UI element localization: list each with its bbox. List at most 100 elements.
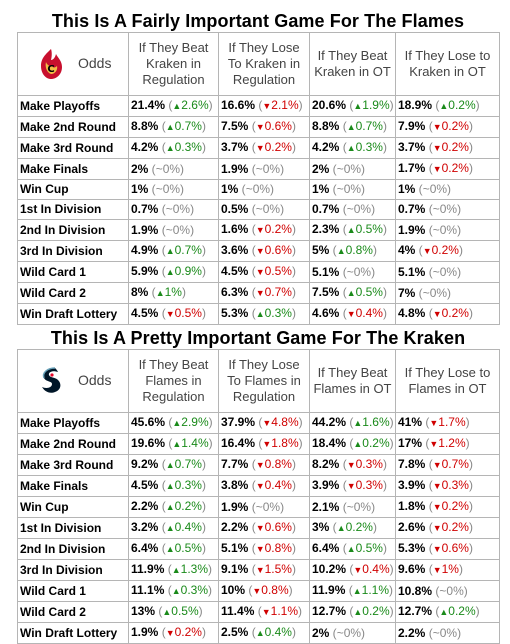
odds-value: 8% [131, 285, 149, 299]
paren-open: ( [339, 222, 347, 236]
triangle-down-icon: ▼ [432, 122, 442, 132]
odds-value: 1.7% [398, 161, 426, 175]
odds-cell: 1.8% (▼0.2%) [395, 496, 500, 518]
paren-open: ( [254, 604, 262, 618]
odds-change: 0.8% [345, 243, 373, 257]
paren-close: ) [291, 306, 296, 320]
odds-change: 0.2% [174, 625, 202, 639]
odds-cell: 3.6% (▼0.6%) [218, 240, 310, 262]
odds-cell: 8.8% (▲0.7%) [309, 116, 396, 138]
odds-change: 0% [446, 583, 464, 598]
paren-close: ) [201, 541, 206, 555]
paren-close: ) [463, 583, 468, 598]
triangle-up-icon: ▲ [353, 607, 363, 617]
paren-close: ) [382, 457, 387, 471]
odds-change: 0.6% [264, 243, 292, 257]
odds-value: 18.9% [398, 98, 433, 112]
paren-close: ) [208, 562, 212, 576]
odds-value: 9.1% [221, 562, 249, 576]
odds-value: 5% [312, 243, 330, 257]
paren-open: ( [255, 436, 263, 450]
odds-cell: 1.6% (▼0.2%) [218, 219, 310, 241]
odds-change: 0% [343, 161, 362, 176]
odds-cell: 0.7% (~0%) [128, 199, 219, 220]
odds-cell: 4.9% (▲0.7%) [128, 240, 219, 262]
triangle-up-icon: ▲ [346, 122, 356, 132]
odds-cell: 12.7% (▲0.2%) [309, 601, 396, 623]
odds-change: 0% [262, 202, 281, 216]
triangle-down-icon: ▼ [165, 309, 175, 319]
paren-close: ) [382, 285, 387, 299]
paren-close: ) [371, 264, 376, 279]
flames-section: This Is A Fairly Important Game For The … [17, 10, 500, 325]
tilde-icon: ~ [165, 202, 173, 216]
triangle-down-icon: ▼ [255, 225, 265, 235]
odds-change: 2.1% [271, 98, 299, 112]
odds-value: 3.2% [131, 520, 159, 534]
odds-change: 0.3% [174, 140, 202, 154]
odds-cell: 5.1% (▼0.8%) [218, 538, 310, 560]
odds-change: 0.3% [174, 478, 202, 492]
paren-open: ( [425, 222, 433, 237]
triangle-down-icon: ▼ [429, 439, 439, 449]
odds-value: 3.8% [221, 478, 249, 492]
odds-value: 10.2% [312, 562, 347, 576]
odds-value: 1.9% [131, 625, 159, 639]
table-row: Win Cup 1% (~0%) 1% (~0%) 1% (~0%) 1% (~0%) [17, 179, 500, 200]
odds-value: 9.2% [131, 457, 159, 471]
tilde-icon: ~ [432, 264, 440, 279]
triangle-down-icon: ▼ [432, 544, 442, 554]
paren-open: ( [339, 457, 347, 471]
paren-open: ( [248, 161, 256, 176]
odds-value: 17% [398, 436, 423, 450]
paren-open: ( [248, 119, 256, 133]
paren-close: ) [447, 182, 452, 196]
odds-change: 0.6% [441, 541, 469, 555]
odds-value: 2.2% [221, 520, 249, 534]
odds-change: 4.8% [271, 415, 299, 429]
row-label: Make 3rd Round [17, 454, 129, 476]
paren-close: ) [361, 182, 366, 196]
triangle-down-icon: ▼ [432, 143, 442, 153]
odds-change: 0.2% [441, 140, 469, 154]
paren-open: ( [248, 264, 256, 278]
triangle-up-icon: ▲ [346, 143, 356, 153]
odds-cell: 1.9% (~0%) [218, 496, 310, 518]
paren-close: ) [180, 161, 185, 176]
paren-close: ) [475, 604, 480, 618]
table-row: Wild Card 1 11.1% (▲0.3%) 10% (▼0.8%) 11.9%… [17, 580, 500, 602]
row-label: Make Playoffs [17, 95, 129, 117]
odds-change: 0.8% [264, 541, 292, 555]
paren-close: ) [201, 625, 206, 639]
paren-close: ) [201, 119, 206, 133]
paren-close: ) [280, 161, 285, 176]
paren-open: ( [425, 478, 433, 492]
tilde-icon: ~ [155, 182, 163, 196]
paren-close: ) [181, 285, 186, 299]
odds-change: 0.5% [174, 541, 202, 555]
odds-value: 12.7% [398, 604, 433, 618]
odds-cell: 2.2% (~0%) [395, 622, 500, 644]
odds-change: 0.3% [355, 140, 383, 154]
paren-close: ) [389, 604, 394, 618]
odds-value: 7% [398, 285, 416, 300]
triangle-up-icon: ▲ [439, 607, 449, 617]
triangle-down-icon: ▼ [432, 481, 442, 491]
odds-cell: 5.3% (▲0.3%) [218, 303, 310, 325]
odds-cell: 12.7% (▲0.2%) [395, 601, 500, 623]
odds-value: 4.2% [312, 140, 340, 154]
kraken-table-body: Make Playoffs 45.6% (▲2.9%) 37.9% (▼4.8%) 4… [17, 412, 500, 644]
paren-open: ( [425, 202, 433, 216]
paren-close: ) [382, 119, 387, 133]
odds-value: 5.1% [312, 264, 340, 279]
row-label: Win Draft Lottery [17, 622, 129, 644]
odds-value: 1.9% [131, 222, 159, 237]
paren-close: ) [280, 202, 285, 216]
odds-value: 1.9% [398, 222, 426, 237]
column-header: If They Lose to Flames in OT [395, 349, 500, 413]
odds-cell: 7.5% (▲0.5%) [309, 282, 396, 304]
odds-value: 44.2% [312, 415, 347, 429]
triangle-down-icon: ▼ [255, 481, 265, 491]
triangle-up-icon: ▲ [352, 586, 362, 596]
paren-close: ) [382, 541, 387, 555]
